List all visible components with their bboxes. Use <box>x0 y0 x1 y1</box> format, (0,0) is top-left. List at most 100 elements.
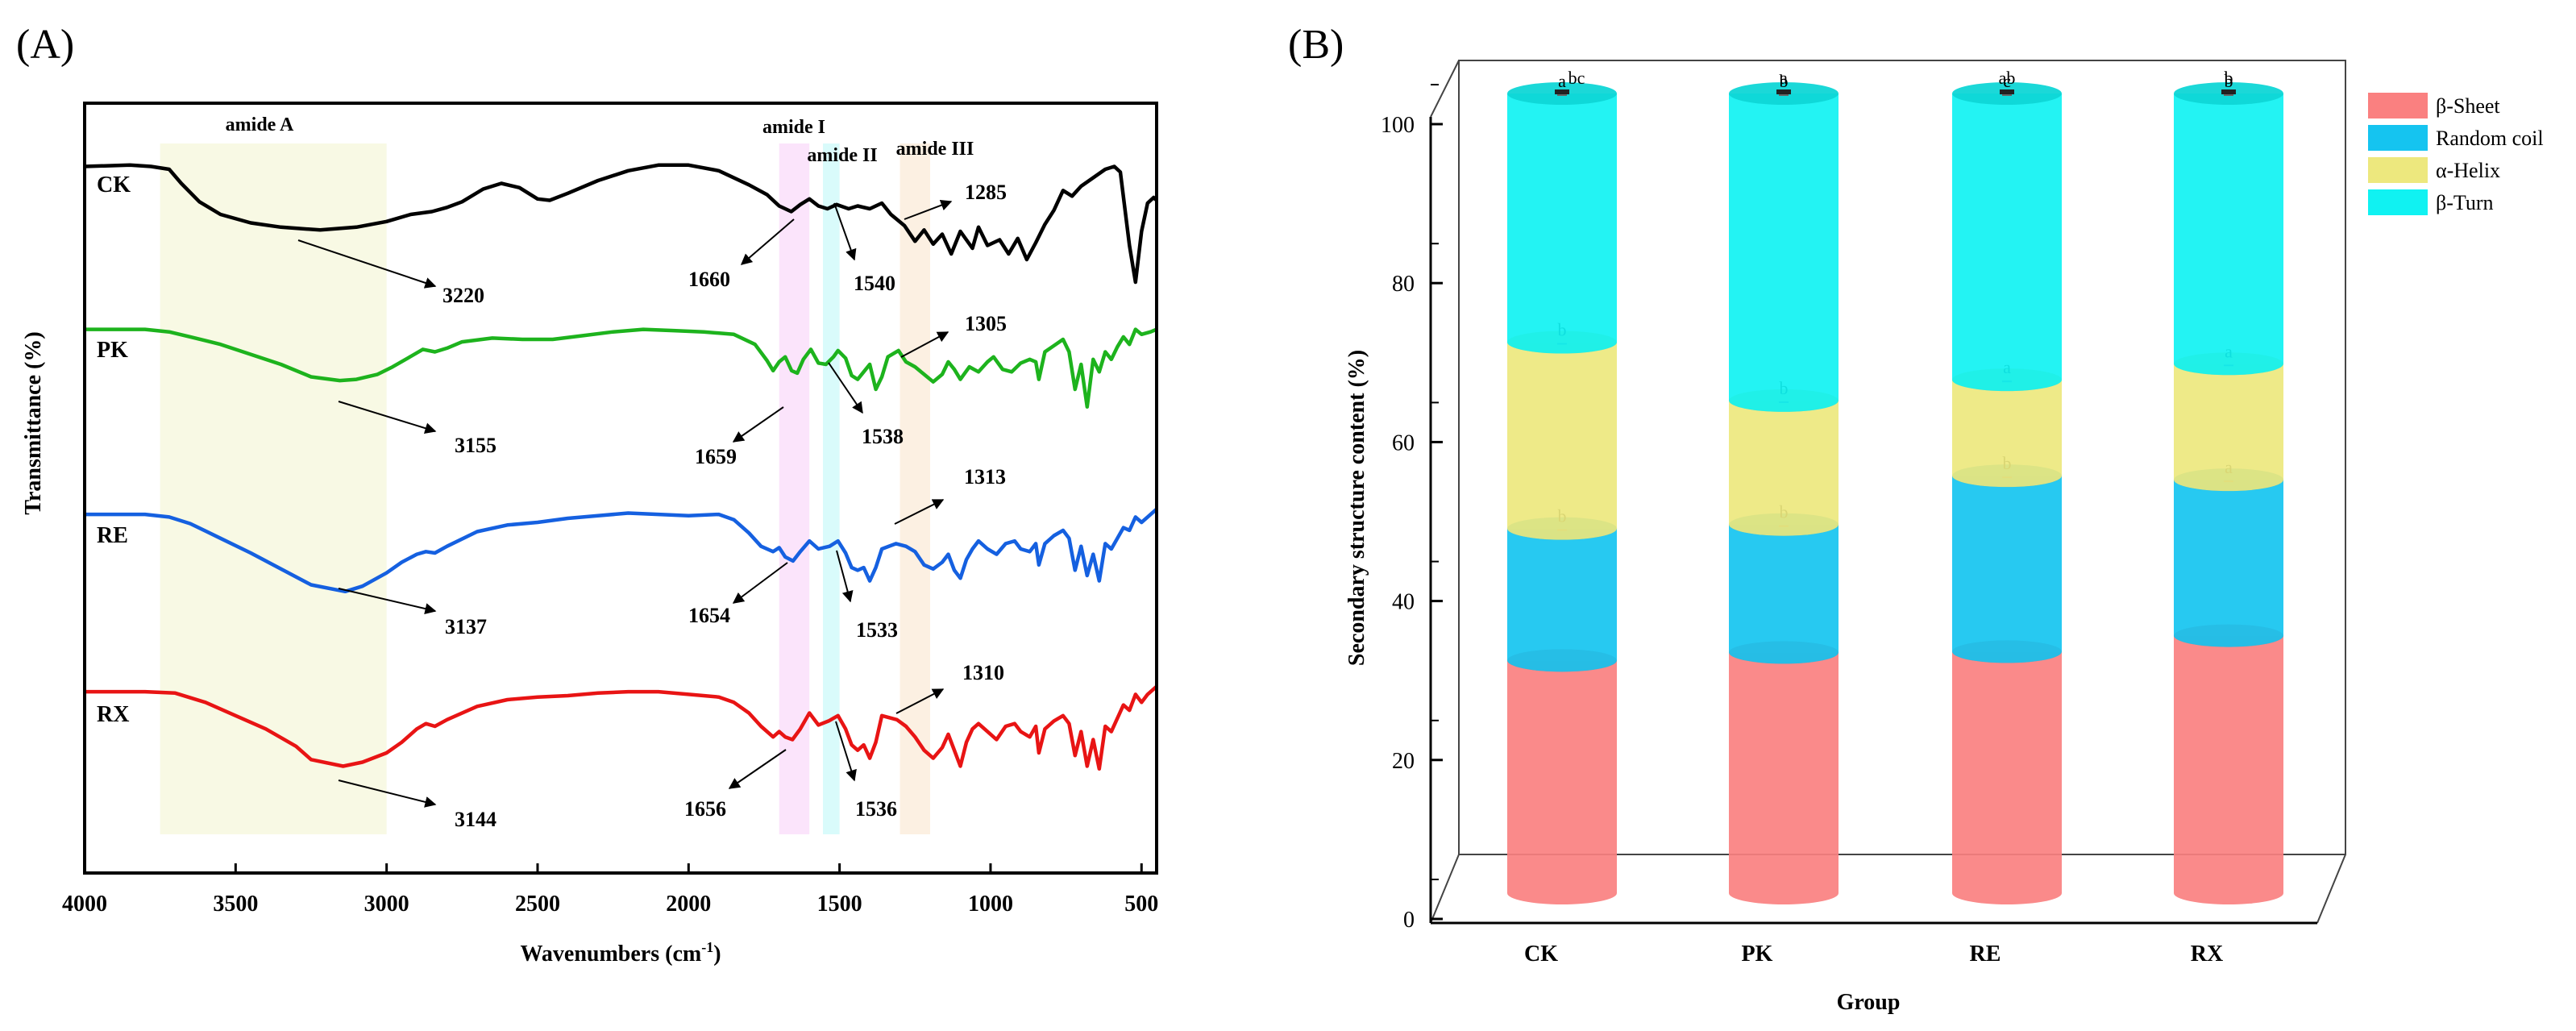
spectrum-pk <box>85 327 1157 409</box>
series-label-rx: RX <box>97 702 129 727</box>
segment-β-Turn: b <box>1729 71 1839 412</box>
peak-label: 1540 <box>854 272 895 295</box>
segment-β-Sheet <box>2174 624 2283 904</box>
legend-label: Random coil <box>2436 127 2544 150</box>
peak-label: 1310 <box>962 661 1004 684</box>
legend-swatch <box>2368 125 2428 151</box>
segment-body <box>2174 635 2283 904</box>
segment-body <box>1952 94 2062 392</box>
segment-body <box>1952 651 2062 904</box>
spectrum-rx <box>85 684 1158 771</box>
x-axis-title-b: Group <box>1837 990 1901 1015</box>
y-tick-label: 100 <box>1381 113 1415 138</box>
x-tick-label: 2000 <box>666 892 711 917</box>
legend-swatch <box>2368 189 2428 215</box>
peak-label: 1313 <box>964 465 1006 488</box>
segment-body <box>1507 660 1617 904</box>
plot-frame-a <box>83 102 1158 875</box>
legend-label: α-Helix <box>2436 159 2500 182</box>
panel-a-label: (A) <box>16 22 74 68</box>
segment-body <box>1507 528 1617 672</box>
x-axis-title-sup: -1 <box>701 939 713 955</box>
segment-body <box>1729 652 1839 904</box>
y-tick-label: 80 <box>1392 272 1415 297</box>
category-label-rx: RX <box>2191 942 2223 967</box>
legend-swatch <box>2368 93 2428 118</box>
cylinder-pk: bbba <box>1729 68 1839 904</box>
peak-label: 1305 <box>965 312 1007 335</box>
category-label-ck: CK <box>1524 942 1558 967</box>
peak-arrow <box>900 331 949 358</box>
spectrum-ck <box>84 163 1158 285</box>
top-left-diag <box>1430 60 1460 118</box>
y-tick-label: 20 <box>1392 749 1415 774</box>
legend-swatch <box>2368 157 2428 183</box>
x-axis-ticks: 4000 3500 3000 2500 2000 1500 1000 500 <box>62 863 1158 917</box>
significance-letter: b <box>2225 71 2233 91</box>
segment-body <box>1729 94 1839 412</box>
segment-body <box>2174 480 2283 647</box>
y-axis-ticks: 0 20 40 60 80 100 <box>1381 84 1443 933</box>
significance-letter: c <box>2003 71 2011 91</box>
peak-label: 1285 <box>965 181 1007 204</box>
peak-arrow <box>732 406 784 443</box>
x-tick-label: 500 <box>1124 892 1158 917</box>
segment-body <box>1729 524 1839 664</box>
peak-arrow <box>894 499 945 525</box>
ftir-panel: (A) amide A amide I amide II amide III CK PK… <box>16 22 1158 967</box>
peak-arrow <box>904 199 953 220</box>
floor-right <box>2316 854 2346 924</box>
x-axis-title-a: Wavenumbers (cm-1) <box>520 939 721 967</box>
top-error-bar <box>1776 89 1791 94</box>
category-label-re: RE <box>1970 942 2001 967</box>
category-labels: CK PK RE RX <box>1524 942 2223 967</box>
segment-body <box>1952 380 2062 488</box>
x-tick-label: 3000 <box>364 892 409 917</box>
legend: β-Sheet Random coil α-Helix β-Turn <box>2368 93 2544 215</box>
panel-b-label: (B) <box>1288 22 1344 68</box>
band-label: amide III <box>896 139 974 160</box>
segment-β-Turn: a <box>1507 71 1617 354</box>
segment-body <box>2174 94 2283 376</box>
x-tick-label: 2500 <box>515 892 560 917</box>
legend-label: β-Turn <box>2436 191 2494 214</box>
segment-body <box>1952 476 2062 663</box>
spectrum-re <box>85 507 1158 594</box>
peak-label: 3155 <box>455 434 497 457</box>
y-tick-label: 40 <box>1392 590 1415 615</box>
segment-β-Sheet <box>1952 640 2062 904</box>
peak-label: 1654 <box>688 604 730 627</box>
series-label-re: RE <box>97 523 128 548</box>
y-axis-title-b: Secondary structure content (%) <box>1344 350 1369 666</box>
peak-arrow <box>836 550 854 603</box>
significance-letter: a <box>1558 71 1566 91</box>
peak-arrow <box>338 779 437 808</box>
peak-arrow <box>835 721 857 782</box>
peak-arrow <box>338 401 437 434</box>
peak-arrow <box>732 562 788 604</box>
y-tick-label: 60 <box>1392 430 1415 455</box>
cylinder-rx: aabb <box>2174 68 2283 904</box>
segment-β-Turn: b <box>2174 71 2283 376</box>
spectra-curves <box>84 163 1158 771</box>
peak-arrow <box>297 239 437 289</box>
band-label: amide II <box>807 145 877 166</box>
legend-item: β-Sheet <box>2368 93 2500 118</box>
y-tick-label: 0 <box>1403 908 1415 933</box>
peak-arrow <box>740 218 795 265</box>
peak-label: 1659 <box>695 445 737 468</box>
cylinder-bars: bbabcbbbabacabaabb <box>1507 68 2283 904</box>
peak-label: 1656 <box>684 797 726 821</box>
segment-body <box>2174 364 2283 492</box>
top-significance-letter: a <box>1780 68 1788 88</box>
series-label-ck: CK <box>97 173 131 197</box>
band-amide-I <box>779 143 810 834</box>
segment-body <box>1507 342 1617 540</box>
peak-arrow <box>895 688 945 714</box>
peak-label: 1538 <box>862 425 904 448</box>
segment-body <box>1507 94 1617 354</box>
band-label: amide A <box>226 114 294 135</box>
